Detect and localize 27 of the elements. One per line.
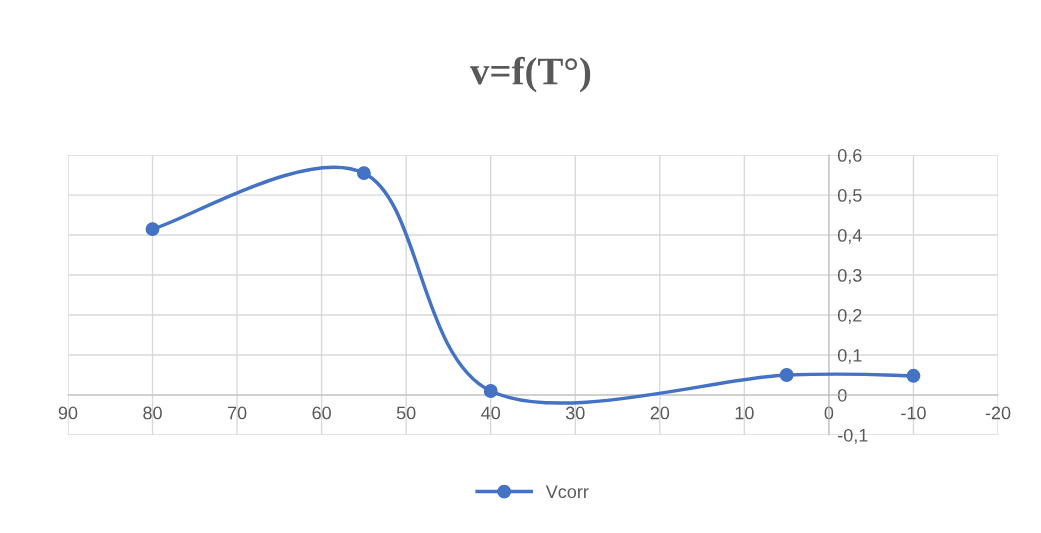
point [145, 222, 160, 237]
x-tick-label: 10 [735, 406, 754, 420]
y-tick-label: 0,4 [837, 229, 862, 244]
point [779, 368, 794, 382]
x-tick-label: 80 [143, 406, 162, 420]
x-tick-label: 60 [312, 406, 331, 420]
x-tick-label: 40 [481, 406, 501, 420]
x-tick-label: 50 [396, 406, 416, 420]
y-tick-label: 0 [837, 388, 847, 402]
y-tick-label: 0,1 [837, 348, 862, 364]
y-tick-label: 0,2 [837, 308, 862, 324]
point [906, 368, 921, 383]
y-tick-label: 0,5 [837, 189, 862, 204]
x-tick-label: -10 [901, 406, 926, 420]
y-tick-label: 0,3 [837, 268, 862, 284]
x-tick-label: 70 [227, 406, 247, 420]
point [483, 384, 498, 398]
y-tick-label: 0,6 [837, 149, 862, 164]
chart-title: v=f(T°) [469, 56, 591, 93]
x-tick-label: 20 [650, 406, 670, 420]
x-tick-label: 30 [565, 406, 585, 420]
x-tick-label: 90 [58, 406, 78, 420]
x-tick-label: 0 [824, 406, 834, 420]
x-tick-label: -20 [985, 406, 1011, 420]
point [356, 166, 371, 181]
y-tick-label: -0,1 [838, 428, 868, 444]
legend-label: Vcorr [545, 485, 589, 499]
